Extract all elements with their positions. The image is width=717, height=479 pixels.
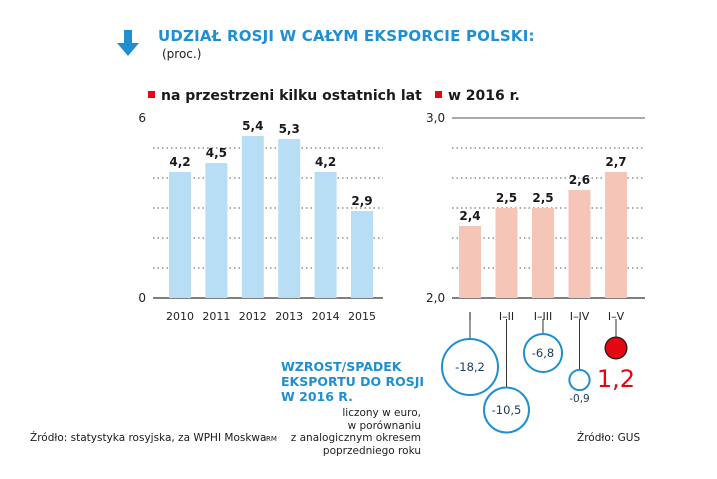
legend-right: w 2016 r. [435,88,520,104]
bar [241,136,264,298]
legend-right-label: w 2016 r. [448,88,520,104]
data-label: 2,5 [532,191,553,205]
bar [495,208,518,298]
x-tick-label: 2015 [348,310,376,323]
bubble [522,332,564,374]
author-initials: RM [266,435,277,443]
chart-title: UDZIAŁ ROSJI W CAŁYM EKSPORCIE POLSKI: [158,27,535,45]
x-tick-label: I [468,310,471,323]
bubble [568,368,591,392]
bubble-label: 1,2 [597,365,635,393]
x-tick-label: 2012 [239,310,267,323]
legend-marker [148,91,155,98]
bar [351,211,373,298]
x-tick-label: I–V [608,310,625,323]
bubble-label: -6,8 [532,346,554,360]
x-tick-label: I–II [499,310,514,323]
y-tick-label: 3,0 [426,111,445,125]
bubble [441,338,499,396]
bar [459,226,481,298]
data-label: 2,4 [459,209,480,223]
data-label: 4,2 [169,155,190,169]
bubble-label: -18,2 [455,360,485,374]
down-arrow-icon [117,30,139,56]
chart-subtitle: (proc.) [162,47,202,61]
data-label: 2,5 [496,191,517,205]
data-label: 5,3 [279,122,300,136]
bubble [483,386,530,434]
bar [314,172,337,298]
x-tick-label: 2014 [312,310,340,323]
bar [568,190,591,298]
legend-marker [435,91,442,98]
x-tick-label: 2010 [166,310,194,323]
y-tick-label: 6 [138,111,146,125]
growth-title: WZROST/SPADEK EKSPORTU DO ROSJI W 2016 R… [281,359,425,404]
data-label: 5,4 [242,119,263,133]
bar [278,139,301,298]
bar [205,163,228,298]
data-label: 2,7 [605,155,626,169]
x-tick-label: I–III [534,310,552,323]
source-right: Źródło: GUS [577,432,641,444]
x-tick-label: 2013 [275,310,303,323]
bubble-label: -10,5 [492,403,522,417]
bubble [604,336,628,360]
data-label: 4,5 [206,146,227,160]
bubble-label: -0,9 [569,393,590,405]
data-label: 2,9 [351,194,372,208]
x-tick-label: I–IV [570,310,590,323]
bar [169,172,191,298]
x-tick-label: 2011 [202,310,230,323]
data-label: 4,2 [315,155,336,169]
legend-left: na przestrzeni kilku ostatnich lat [148,88,422,104]
data-label: 2,6 [569,173,590,187]
y-tick-label: 0 [138,291,146,305]
bar [605,172,627,298]
legend-left-label: na przestrzeni kilku ostatnich lat [161,88,422,104]
growth-description: liczony w euro, w porównaniu z analogicz… [290,407,421,457]
source-left: Źródło: statystyka rosyjska, za WPHI Mos… [30,432,267,444]
y-tick-label: 2,0 [426,291,445,305]
bar [532,208,554,298]
